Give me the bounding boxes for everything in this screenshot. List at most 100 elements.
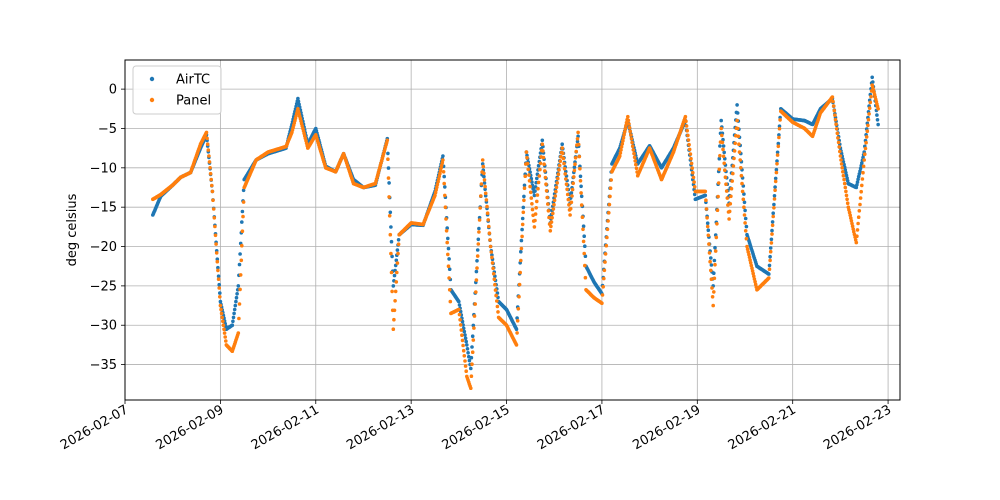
data-point: [217, 286, 221, 290]
data-point: [747, 255, 752, 260]
data-point: [536, 163, 541, 168]
data-point: [753, 282, 758, 287]
data-point: [774, 167, 779, 172]
data-point: [603, 252, 608, 256]
data-point: [742, 213, 747, 217]
data-point: [462, 329, 467, 334]
data-point: [213, 224, 217, 229]
data-point: [776, 141, 781, 146]
data-point: [386, 166, 391, 170]
series-layer: [151, 75, 880, 391]
data-point: [834, 122, 838, 126]
data-point: [560, 142, 564, 146]
data-point: [737, 150, 742, 154]
data-point: [712, 258, 717, 263]
data-point: [494, 293, 498, 298]
data-point: [471, 323, 476, 328]
data-point: [528, 190, 533, 195]
data-point: [238, 252, 242, 256]
data-point: [558, 159, 563, 163]
data-point: [557, 168, 561, 172]
data-point: [476, 237, 481, 242]
data-point: [768, 246, 773, 250]
data-point: [442, 181, 447, 186]
data-point: [205, 136, 209, 141]
data-point: [519, 238, 524, 243]
data-point: [741, 197, 746, 202]
data-point: [583, 254, 588, 258]
data-point: [447, 267, 452, 272]
data-point: [434, 188, 439, 192]
data-point: [774, 170, 779, 175]
data-point: [238, 273, 243, 277]
data-point: [463, 336, 468, 341]
data-point: [562, 166, 567, 171]
data-point: [573, 162, 577, 166]
data-point: [219, 307, 223, 312]
data-point: [582, 234, 586, 238]
data-point: [520, 234, 524, 239]
data-point: [551, 211, 555, 216]
data-point: [620, 142, 625, 146]
data-point: [535, 193, 540, 197]
data-point: [548, 229, 553, 233]
data-point: [580, 215, 585, 219]
data-point: [578, 179, 583, 183]
data-point: [688, 152, 693, 156]
data-point: [838, 149, 842, 154]
data-point: [464, 369, 469, 374]
data-point: [735, 118, 739, 123]
data-point: [771, 214, 775, 219]
data-point: [465, 347, 470, 351]
data-point: [433, 190, 438, 195]
data-point: [391, 327, 396, 332]
data-point: [710, 295, 715, 299]
x-tick-label: 2026-02-15: [440, 402, 513, 453]
data-point: [866, 123, 870, 128]
data-point: [772, 197, 777, 201]
data-point: [392, 317, 396, 322]
data-point: [704, 207, 709, 211]
data-point: [720, 140, 725, 145]
data-point: [522, 186, 527, 190]
legend: AirTC Panel: [132, 65, 222, 115]
data-point: [387, 181, 391, 185]
data-point: [724, 182, 728, 186]
data-point: [772, 194, 777, 198]
data-point: [856, 174, 861, 179]
data-point: [490, 255, 494, 260]
data-point: [721, 154, 726, 159]
data-point: [608, 194, 612, 199]
data-point: [439, 166, 443, 170]
data-point: [739, 173, 744, 178]
data-point: [727, 217, 731, 221]
data-point: [619, 148, 623, 152]
data-point: [547, 215, 551, 220]
data-point: [772, 206, 776, 210]
data-point: [627, 125, 632, 130]
data-point: [845, 176, 849, 180]
data-point: [767, 263, 772, 268]
data-point: [845, 201, 850, 205]
data-point: [389, 225, 393, 229]
data-point: [577, 154, 582, 159]
data-point: [773, 179, 778, 184]
y-tick-label: 0: [109, 83, 117, 98]
data-point: [574, 149, 578, 154]
data-point: [742, 200, 747, 205]
data-point: [742, 192, 746, 196]
data-point: [535, 199, 539, 204]
data-point: [215, 259, 220, 264]
y-axis: 0 −5 −10 −15 −20 −25 −30 −35: [90, 83, 125, 373]
data-point: [572, 175, 576, 179]
data-point: [770, 228, 774, 233]
data-point: [474, 269, 479, 274]
data-point: [515, 319, 520, 323]
data-point: [633, 159, 637, 163]
data-point: [462, 354, 467, 358]
data-point: [446, 252, 450, 257]
data-point: [213, 233, 218, 238]
data-point: [579, 194, 584, 199]
data-point: [461, 343, 465, 348]
